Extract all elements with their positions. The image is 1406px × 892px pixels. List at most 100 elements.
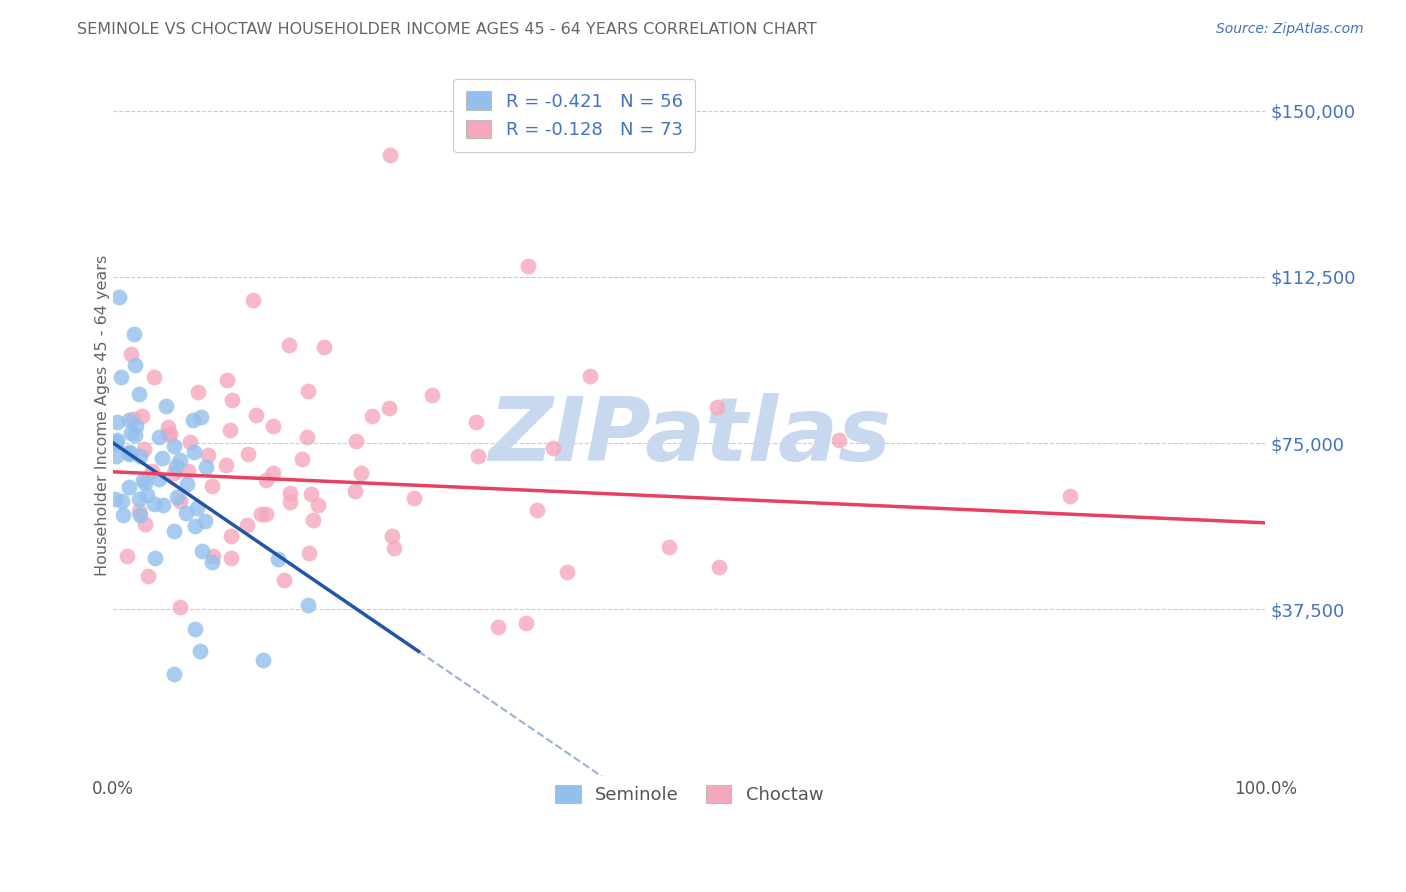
Point	[118, 480, 141, 494]
Point	[150, 451, 173, 466]
Point	[163, 524, 186, 539]
Point	[194, 514, 217, 528]
Point	[278, 485, 301, 500]
Point	[307, 498, 329, 512]
Point	[202, 549, 225, 563]
Point	[118, 446, 141, 460]
Point	[219, 529, 242, 543]
Point	[120, 425, 142, 440]
Legend: Seminole, Choctaw: Seminole, Choctaw	[543, 772, 837, 817]
Point	[169, 600, 191, 615]
Point	[381, 529, 404, 543]
Point	[104, 434, 127, 449]
Point	[273, 573, 295, 587]
Point	[142, 369, 165, 384]
Point	[188, 644, 211, 658]
Point	[176, 477, 198, 491]
Point	[706, 400, 728, 414]
Point	[218, 423, 240, 437]
Point	[297, 598, 319, 612]
Point	[157, 427, 180, 442]
Point	[124, 428, 146, 442]
Point	[104, 435, 127, 450]
Text: SEMINOLE VS CHOCTAW HOUSEHOLDER INCOME AGES 45 - 64 YEARS CORRELATION CHART: SEMINOLE VS CHOCTAW HOUSEHOLDER INCOME A…	[77, 22, 817, 37]
Point	[578, 368, 600, 383]
Point	[108, 290, 131, 304]
Point	[184, 518, 207, 533]
Point	[302, 513, 325, 527]
Point	[174, 506, 197, 520]
Point	[124, 327, 146, 342]
Point	[110, 369, 132, 384]
Point	[402, 491, 425, 505]
Point	[105, 415, 128, 429]
Point	[219, 550, 242, 565]
Point	[707, 560, 730, 574]
Point	[134, 475, 156, 490]
Point	[124, 358, 146, 372]
Point	[128, 450, 150, 464]
Point	[132, 473, 155, 487]
Point	[515, 615, 537, 630]
Point	[132, 442, 155, 457]
Point	[169, 453, 191, 467]
Point	[350, 466, 373, 480]
Point	[262, 467, 284, 481]
Point	[143, 497, 166, 511]
Point	[236, 447, 259, 461]
Point	[176, 464, 198, 478]
Point	[131, 409, 153, 424]
Point	[217, 373, 239, 387]
Point	[128, 491, 150, 506]
Point	[290, 451, 312, 466]
Point	[118, 447, 141, 461]
Point	[104, 492, 127, 507]
Point	[277, 337, 299, 351]
Point	[242, 293, 264, 307]
Point	[190, 409, 212, 424]
Point	[145, 551, 167, 566]
Point	[382, 541, 405, 555]
Point	[183, 445, 205, 459]
Point	[194, 459, 217, 474]
Point	[245, 408, 267, 422]
Point	[278, 495, 301, 509]
Point	[128, 387, 150, 401]
Point	[464, 415, 486, 429]
Point	[541, 441, 564, 455]
Point	[312, 340, 335, 354]
Point	[163, 666, 186, 681]
Point	[120, 347, 142, 361]
Point	[221, 393, 243, 408]
Point	[299, 486, 322, 500]
Point	[115, 549, 138, 564]
Point	[344, 434, 367, 449]
Point	[190, 544, 212, 558]
Point	[165, 458, 187, 473]
Point	[163, 439, 186, 453]
Point	[252, 653, 274, 667]
Point	[141, 464, 163, 478]
Point	[159, 427, 181, 442]
Point	[157, 420, 180, 434]
Point	[214, 458, 236, 473]
Point	[827, 433, 849, 447]
Point	[360, 409, 382, 424]
Point	[420, 388, 443, 402]
Point	[136, 569, 159, 583]
Point	[187, 385, 209, 400]
Point	[128, 504, 150, 518]
Point	[256, 507, 278, 521]
Point	[118, 445, 141, 459]
Point	[179, 434, 201, 449]
Point	[262, 419, 284, 434]
Point	[378, 148, 401, 162]
Point	[135, 488, 157, 502]
Point	[378, 401, 401, 416]
Point	[186, 501, 208, 516]
Text: Source: ZipAtlas.com: Source: ZipAtlas.com	[1216, 22, 1364, 37]
Point	[526, 503, 548, 517]
Point	[183, 623, 205, 637]
Point	[295, 430, 318, 444]
Text: ZIPatlas: ZIPatlas	[488, 393, 891, 481]
